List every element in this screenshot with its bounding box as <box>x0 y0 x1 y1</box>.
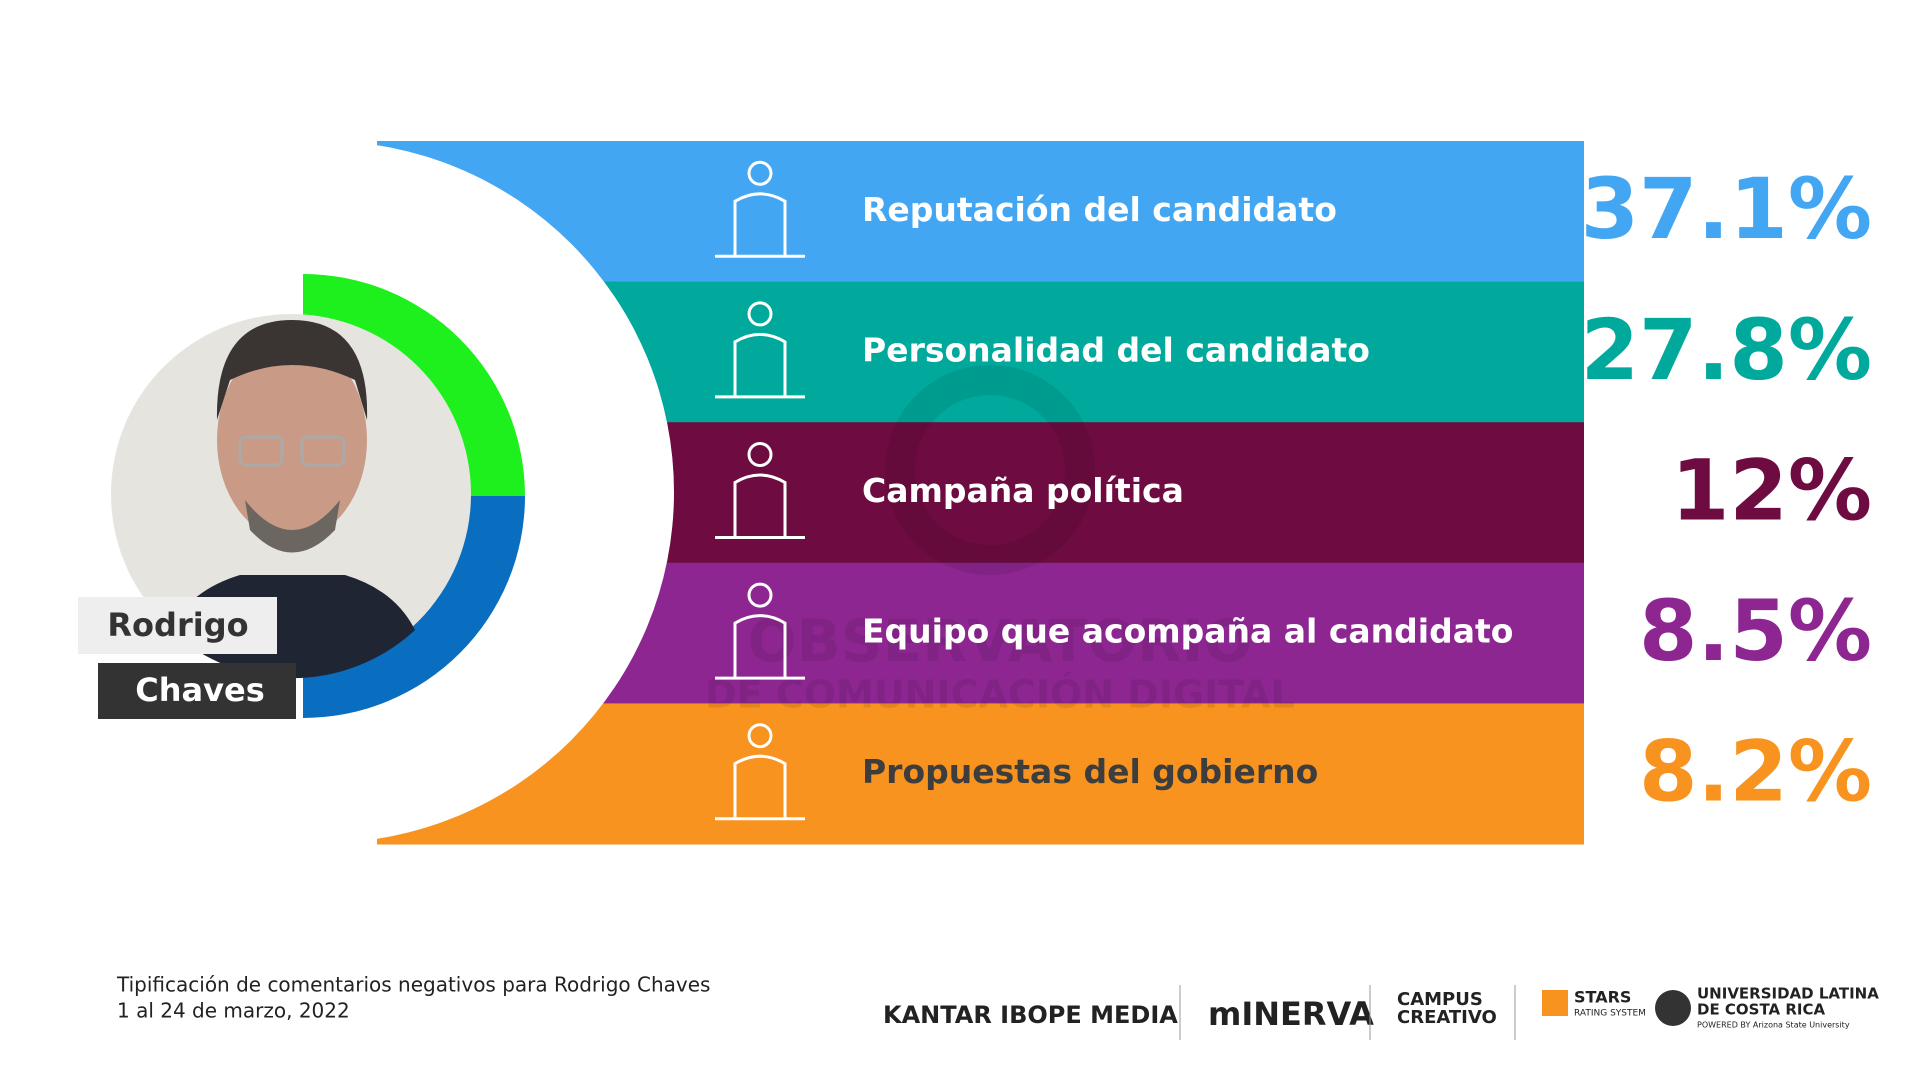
row-icon <box>715 582 805 680</box>
rows <box>377 141 1584 845</box>
first-name-box <box>78 597 277 654</box>
row-icon <box>715 723 805 821</box>
globe <box>1655 990 1691 1026</box>
logo: UNIVERSIDAD LATINA <box>1697 985 1879 1003</box>
first-name: Rodrigo <box>107 606 248 644</box>
row-share: 27.8% <box>1581 301 1872 399</box>
icon-body <box>733 614 787 679</box>
row-label: Campaña política <box>862 471 1184 510</box>
logo: RATING SYSTEM <box>1574 1009 1646 1019</box>
icon-head <box>747 442 773 467</box>
logo: KANTAR IBOPE MEDIA <box>883 1001 1178 1029</box>
icon-body <box>733 473 787 538</box>
row-share: 8.2% <box>1639 723 1872 821</box>
watermark: OBSERVATORIO DE COMUNICACIÓN DIGITAL <box>705 365 1295 717</box>
logos: KANTAR IBOPE MEDIA mINERVA CAMPUS CREATI… <box>883 985 1879 1040</box>
row-label: Propuestas del gobierno <box>862 752 1318 791</box>
icon-head <box>747 160 773 186</box>
caption: Tipificación de comentarios negativos pa… <box>116 973 710 997</box>
row-share: 12% <box>1671 441 1872 539</box>
icon-body <box>733 754 787 819</box>
logo: mINERVA <box>1208 995 1374 1033</box>
caption: 1 al 24 de marzo, 2022 <box>117 999 350 1023</box>
logo: CAMPUS <box>1397 989 1483 1010</box>
watermark-line1: OBSERVATORIO <box>747 607 1252 675</box>
icon-head <box>747 723 773 749</box>
logo: CREATIVO <box>1397 1007 1497 1028</box>
row-label: Reputación del candidato <box>862 190 1337 229</box>
row-icon <box>715 442 805 539</box>
row-icon <box>715 301 805 399</box>
icon-head <box>747 582 773 608</box>
icon-head <box>747 301 773 327</box>
row-label: Personalidad del candidato <box>862 330 1370 369</box>
last-name-box <box>98 663 296 719</box>
row-icon <box>715 160 805 258</box>
logo: STARS <box>1574 988 1631 1007</box>
row-label: Equipo que acompaña al candidato <box>862 612 1513 651</box>
qs-box <box>1542 990 1568 1016</box>
last-name: Chaves <box>135 671 264 709</box>
watermark-line2: DE COMUNICACIÓN DIGITAL <box>705 673 1295 717</box>
logo: DE COSTA RICA <box>1697 1001 1826 1019</box>
row-share: 37.1% <box>1581 160 1872 258</box>
icon-body <box>733 332 787 397</box>
icon-body <box>733 192 787 257</box>
logo: POWERED BY Arizona State University <box>1697 1021 1850 1030</box>
row-share: 8.5% <box>1639 582 1872 680</box>
